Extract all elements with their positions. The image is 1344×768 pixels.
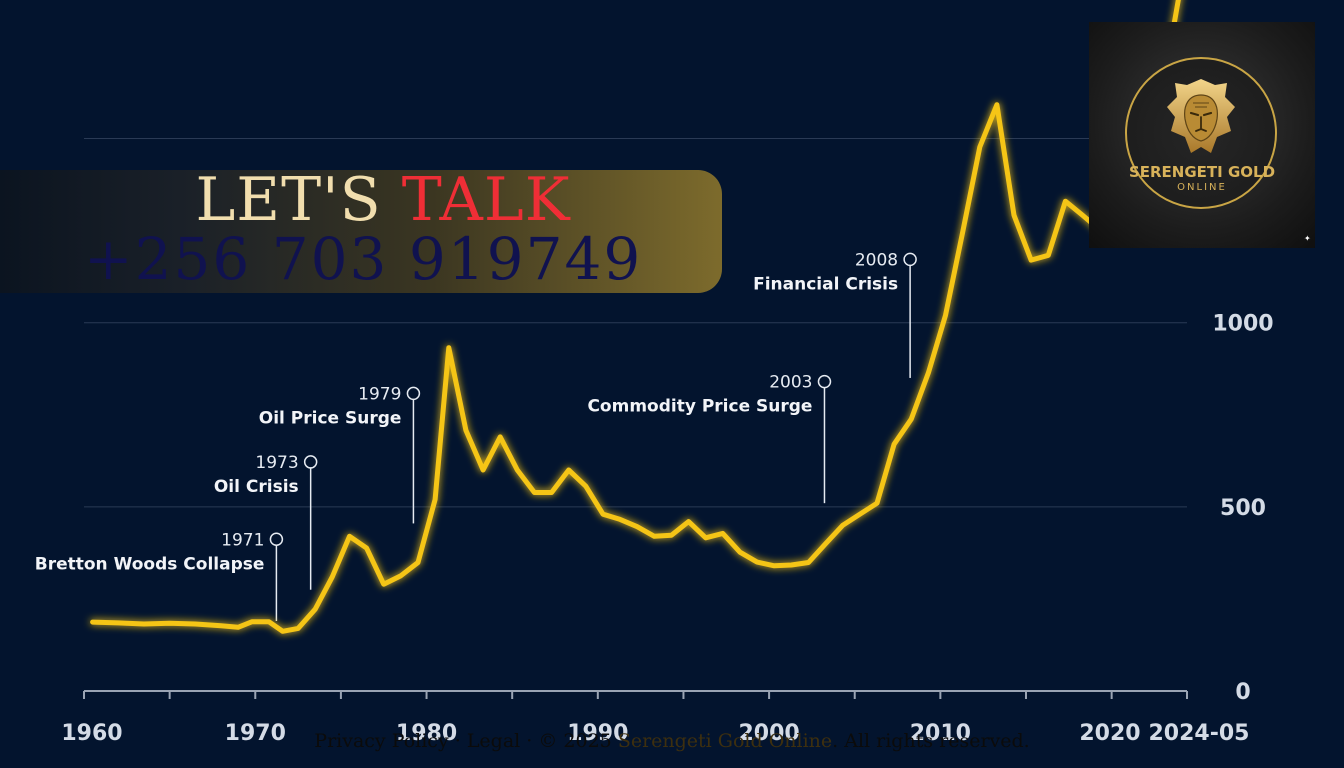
x-axis xyxy=(83,690,1188,699)
x-axis-labels: 1960 1970 1980 1990 2000 2010 2020 2024-05 xyxy=(61,721,1249,746)
footer-rights: . All rights reserved. xyxy=(832,730,1030,752)
annotation-event: Commodity Price Surge xyxy=(587,397,812,417)
gold-price-line xyxy=(90,0,1181,634)
annotation-year: 2008 xyxy=(855,250,898,270)
annotation-event: Bretton Woods Collapse xyxy=(35,554,265,574)
y-tick-label: 500 xyxy=(1220,496,1266,521)
contact-banner xyxy=(0,170,722,293)
annotation-year: 1979 xyxy=(358,384,401,404)
annotation-event: Oil Price Surge xyxy=(259,408,402,428)
x-tick-label: 2010 xyxy=(910,721,971,746)
sparkle-icon: ✦ xyxy=(1304,234,1311,243)
annotation-year: 1971 xyxy=(221,530,264,550)
banner-lets-text: LET'S xyxy=(195,165,382,235)
x-tick-label: 1960 xyxy=(61,721,122,746)
footer: Privacy Policy · Legal · © 2025 Serenget… xyxy=(0,730,1344,752)
banner-title: LET'S TALK xyxy=(0,168,766,232)
serengeti-gold-logo[interactable]: SERENGETI GOLD ONLINE ✦ xyxy=(1089,22,1315,248)
x-tick-label: 1970 xyxy=(225,721,286,746)
x-tick-label: 2024-05 xyxy=(1149,721,1250,746)
annotation-event: Financial Crisis xyxy=(753,274,898,294)
annotation-year: 2003 xyxy=(769,373,812,393)
logo-subtitle: ONLINE xyxy=(1177,182,1227,193)
privacy-policy-link[interactable]: Privacy Policy xyxy=(314,730,449,752)
annotation-marker xyxy=(303,455,318,469)
phone-number[interactable]: +256 703 919749 xyxy=(84,225,643,293)
annotations: 1971 Bretton Woods Collapse 1973 Oil Crisis… xyxy=(35,250,917,622)
annotation-event: Oil Crisis xyxy=(214,477,299,497)
annotation-marker xyxy=(817,374,832,389)
legal-link[interactable]: Legal xyxy=(466,730,521,752)
annotation-marker xyxy=(406,386,421,401)
lion-head-icon xyxy=(1167,79,1235,153)
x-tick-label: 1990 xyxy=(567,721,628,746)
annotation-year: 1973 xyxy=(255,453,298,473)
x-tick-label: 2020 xyxy=(1079,721,1140,746)
footer-separator: · xyxy=(448,730,467,752)
y-tick-label: 1000 xyxy=(1212,312,1273,337)
y-axis-labels: 0 500 1000 xyxy=(1212,312,1273,705)
footer-brand: Serengeti Gold Online xyxy=(617,730,833,752)
banner-talk-text: TALK xyxy=(401,165,571,235)
x-tick-label: 1980 xyxy=(396,721,457,746)
annotation-marker xyxy=(269,532,284,547)
footer-copyright: · © 2025 xyxy=(520,730,618,752)
x-tick-label: 2000 xyxy=(738,721,799,746)
y-tick-label: 0 xyxy=(1235,680,1250,705)
logo-name: SERENGETI GOLD xyxy=(1128,163,1276,181)
annotation-marker xyxy=(903,252,917,267)
